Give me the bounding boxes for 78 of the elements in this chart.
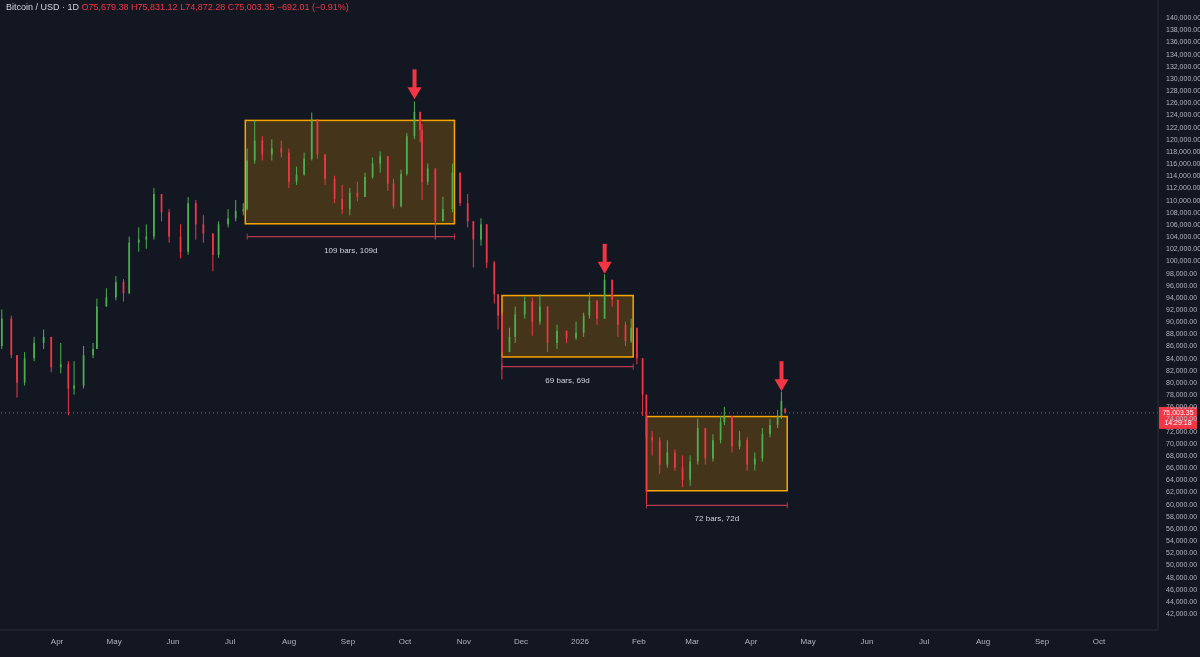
- x-tick-label: Apr: [744, 636, 758, 646]
- candlestick: [523, 296, 526, 320]
- candlestick: [137, 226, 140, 253]
- candlestick: [324, 153, 326, 186]
- candlestick: [379, 150, 382, 174]
- x-tick-label: Apr: [50, 636, 64, 646]
- candlestick: [364, 172, 366, 198]
- candlestick: [459, 172, 461, 207]
- candlestick: [596, 299, 598, 326]
- x-tick-label: May: [106, 636, 122, 646]
- x-tick-label: Nov: [456, 636, 472, 646]
- candlestick: [194, 199, 197, 241]
- candlestick: [769, 418, 771, 438]
- candlestick: [674, 448, 676, 472]
- x-tick-label: Feb: [632, 636, 647, 646]
- candlestick: [288, 147, 290, 189]
- candlestick: [253, 119, 256, 165]
- x-tick-label: Sep: [340, 636, 356, 646]
- candlestick: [145, 223, 148, 250]
- candlestick: [497, 293, 499, 331]
- candlestick: [33, 336, 35, 362]
- x-tick-label: Oct: [398, 636, 413, 646]
- x-tick-label: Jul: [224, 636, 236, 646]
- candlestick: [731, 415, 733, 453]
- candlestick: [514, 305, 517, 344]
- candlestick: [556, 324, 558, 350]
- candlestick: [16, 354, 18, 399]
- x-tick-label: Aug: [281, 636, 297, 646]
- candlestick: [341, 184, 344, 215]
- candlestick: [630, 318, 633, 344]
- annotation: 69 bars, 69d: [545, 375, 590, 385]
- candlestick: [531, 296, 534, 337]
- candlestick: [689, 454, 691, 487]
- candlestick: [480, 217, 482, 247]
- x-tick-label: Jun: [860, 636, 874, 646]
- candlestick: [92, 342, 94, 359]
- candlestick: [466, 193, 469, 228]
- x-tick-label: Aug: [975, 636, 991, 646]
- candlestick: [212, 233, 214, 272]
- candlestick: [753, 451, 756, 472]
- candlestick: [712, 433, 714, 463]
- candlestick: [261, 135, 264, 162]
- candlestick: [73, 360, 75, 396]
- annotation: 72 bars, 72d: [694, 514, 740, 524]
- candlestick: [303, 152, 305, 177]
- candlestick: [227, 208, 229, 228]
- candlestick: [666, 439, 669, 469]
- candlestick: [582, 312, 585, 338]
- candlestick: [636, 327, 638, 365]
- candlestick: [575, 321, 577, 341]
- candlestick: [270, 138, 273, 162]
- candlestick: [617, 299, 619, 338]
- candlestick: [234, 199, 237, 222]
- candlestick: [539, 293, 541, 326]
- x-tick-label: Dec: [513, 636, 529, 646]
- x-tick-label: Jun: [166, 636, 180, 646]
- x-tick-label: Oct: [1092, 636, 1107, 646]
- x-tick-label: Mar: [685, 636, 700, 646]
- x-tick-label: Sep: [1034, 636, 1050, 646]
- annotation: 109 bars, 109d: [324, 245, 378, 255]
- candlestick: [426, 163, 429, 186]
- chart-title: Bitcoin / USD · 1D: [6, 2, 80, 12]
- candlestick: [348, 187, 351, 216]
- chart-subtitle: O75,679.38 H75,831.12 L74,872.28 C75,003.35 −692.01 (−0.91%): [81, 2, 349, 12]
- x-tick-label: May: [800, 636, 816, 646]
- candlestick: [153, 187, 155, 241]
- candlestick: [187, 196, 190, 256]
- x-tick-label: 2026: [571, 636, 590, 646]
- candlestick: [611, 279, 614, 307]
- candlestick: [115, 275, 117, 301]
- candlestick: [59, 342, 62, 374]
- candlestick: [96, 298, 98, 350]
- candlestick: [400, 169, 402, 208]
- candlestick: [651, 430, 653, 456]
- candlestick: [442, 196, 444, 222]
- x-tick-label: Jul: [919, 636, 930, 646]
- candlestick: [168, 208, 170, 244]
- candlestick: [246, 147, 248, 211]
